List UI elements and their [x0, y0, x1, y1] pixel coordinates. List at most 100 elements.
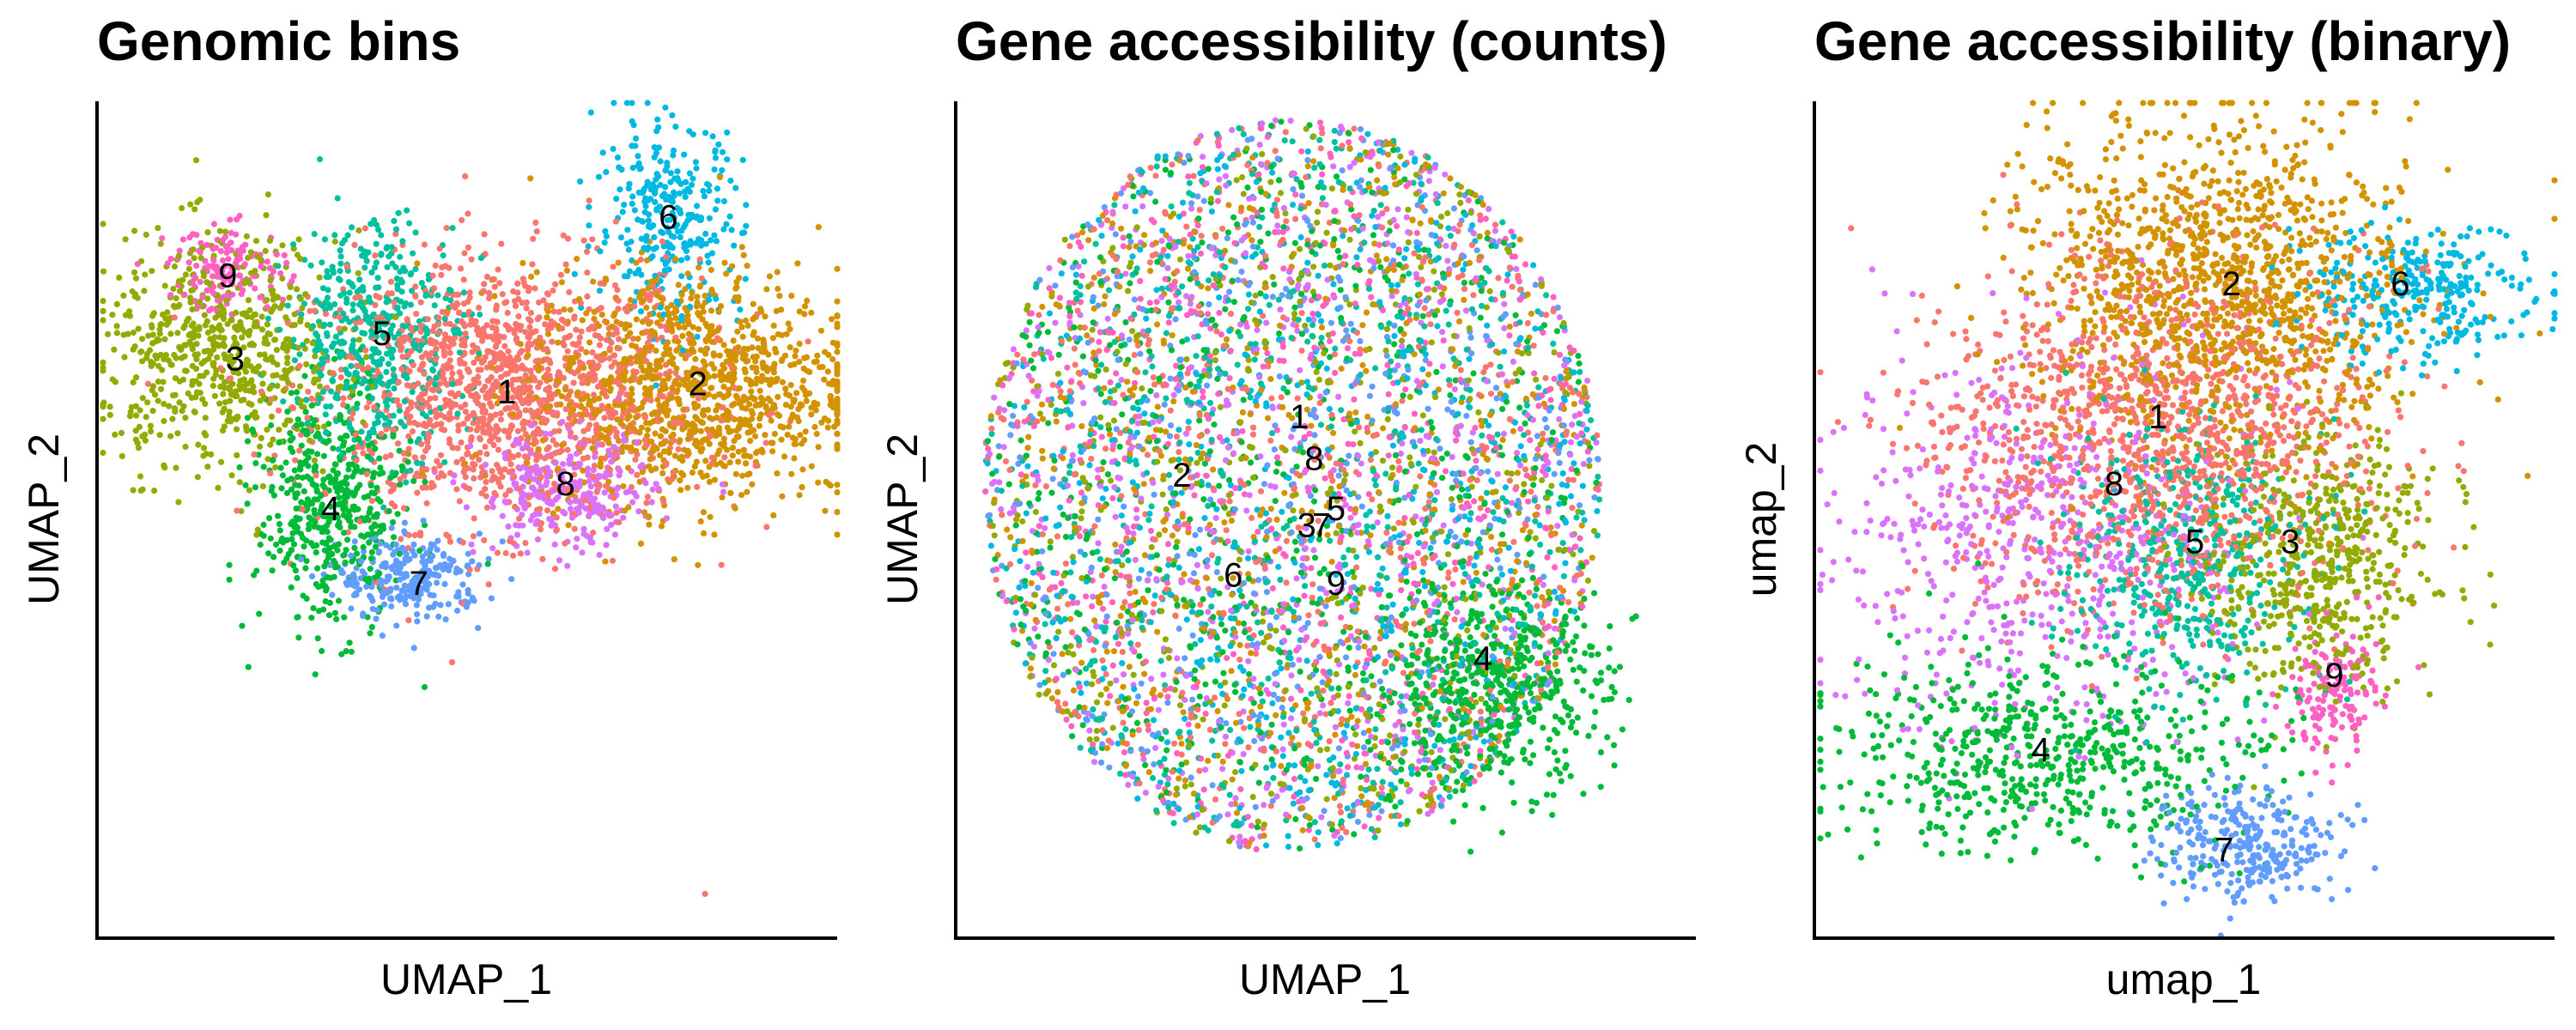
data-point-cluster-1: [453, 291, 460, 298]
data-point-cluster-1: [368, 497, 375, 505]
data-point-cluster-6: [626, 268, 634, 275]
data-point-cluster-1: [544, 290, 551, 297]
data-point-cluster-3: [221, 423, 228, 430]
data-point-cluster-1: [594, 383, 602, 391]
data-point-cluster-1: [564, 446, 571, 453]
data-point-cluster-2: [744, 488, 750, 495]
data-point-cluster-1: [421, 370, 428, 377]
data-point-cluster-6: [617, 234, 625, 241]
data-point-cluster-1: [526, 384, 533, 391]
data-point-cluster-2: [796, 308, 803, 315]
data-point-cluster-2: [730, 337, 737, 344]
data-point-cluster-4: [364, 614, 371, 621]
data-point-cluster-2: [738, 492, 745, 499]
data-point-cluster-3: [304, 322, 311, 329]
data-point-cluster-2: [834, 365, 841, 372]
data-point-cluster-7: [430, 592, 437, 599]
data-point-cluster-9: [217, 248, 224, 255]
data-point-cluster-1: [684, 351, 691, 358]
data-point-cluster-7: [441, 580, 448, 588]
data-point-cluster-9: [242, 241, 249, 248]
data-point-cluster-3: [295, 344, 301, 351]
data-point-cluster-3: [341, 325, 348, 332]
data-point-cluster-2: [726, 459, 733, 466]
data-point-cluster-8: [551, 541, 558, 548]
data-point-cluster-1: [623, 391, 630, 398]
data-point-cluster-1: [414, 470, 421, 477]
data-point-cluster-3: [189, 306, 196, 313]
data-point-cluster-4: [276, 548, 283, 554]
data-point-cluster-3: [295, 236, 302, 243]
data-point-cluster-3: [240, 397, 247, 403]
data-point-cluster-4: [356, 390, 363, 397]
data-point-cluster-3: [233, 309, 240, 316]
data-point-cluster-3: [210, 375, 217, 382]
data-point-cluster-4: [276, 439, 283, 446]
data-point-cluster-5: [418, 280, 425, 287]
data-point-cluster-1: [405, 531, 412, 539]
data-point-cluster-6: [719, 148, 726, 155]
data-point-cluster-2: [494, 400, 501, 407]
data-point-cluster-2: [638, 404, 645, 411]
data-point-cluster-2: [535, 445, 542, 452]
data-point-cluster-2: [629, 385, 635, 392]
data-point-cluster-1: [383, 426, 390, 433]
data-point-cluster-1: [423, 500, 430, 506]
data-point-cluster-1: [544, 366, 551, 373]
data-point-cluster-1: [544, 302, 550, 309]
data-point-cluster-2: [708, 426, 716, 433]
data-point-cluster-2: [566, 354, 573, 361]
data-point-cluster-3: [148, 322, 155, 329]
data-point-cluster-3: [201, 430, 208, 437]
data-point-cluster-1: [519, 276, 527, 282]
data-point-cluster-4: [239, 622, 246, 629]
data-point-cluster-2: [546, 403, 554, 409]
data-point-cluster-1: [468, 392, 475, 399]
data-point-cluster-4: [326, 599, 333, 607]
data-point-cluster-1: [611, 448, 618, 456]
data-point-cluster-2: [533, 269, 540, 276]
data-point-cluster-1: [171, 314, 178, 321]
data-point-cluster-5: [411, 343, 418, 350]
data-point-cluster-8: [533, 470, 540, 477]
data-point-cluster-7: [488, 595, 495, 602]
data-point-cluster-1: [422, 484, 430, 491]
data-point-cluster-5: [447, 297, 454, 304]
data-point-cluster-8: [578, 501, 585, 508]
data-point-cluster-1: [436, 245, 443, 252]
data-point-cluster-1: [591, 434, 598, 441]
data-point-cluster-5: [434, 292, 441, 299]
data-point-cluster-6: [739, 156, 746, 163]
data-point-cluster-1: [416, 530, 424, 536]
data-point-cluster-4: [305, 448, 312, 455]
data-point-cluster-2: [704, 323, 711, 330]
data-point-cluster-6: [706, 182, 713, 189]
data-point-cluster-3: [155, 397, 161, 404]
data-point-cluster-1: [392, 231, 399, 238]
data-point-cluster-1: [471, 475, 477, 482]
data-point-cluster-1: [432, 356, 439, 363]
data-point-cluster-2: [769, 448, 776, 455]
data-point-cluster-1: [513, 356, 519, 363]
data-point-cluster-4: [368, 440, 375, 447]
data-point-cluster-9: [204, 287, 210, 294]
data-point-cluster-7: [404, 557, 411, 564]
data-point-cluster-3: [218, 458, 225, 465]
data-point-cluster-2: [783, 330, 790, 337]
data-point-cluster-8: [587, 539, 594, 546]
data-point-cluster-7: [367, 592, 374, 599]
data-point-cluster-4: [335, 541, 343, 548]
data-point-cluster-2: [758, 378, 765, 385]
data-point-cluster-4: [236, 464, 243, 471]
data-point-cluster-2: [636, 429, 643, 436]
data-point-cluster-2: [748, 394, 756, 401]
data-point-cluster-1: [522, 540, 529, 547]
data-point-cluster-1: [349, 409, 356, 416]
data-point-cluster-6: [677, 233, 683, 240]
data-point-cluster-8: [585, 489, 592, 497]
data-point-cluster-2: [735, 448, 742, 455]
data-point-cluster-2: [740, 446, 748, 453]
data-point-cluster-1: [499, 291, 506, 298]
data-point-cluster-4: [244, 438, 252, 445]
data-point-cluster-2: [633, 414, 640, 421]
